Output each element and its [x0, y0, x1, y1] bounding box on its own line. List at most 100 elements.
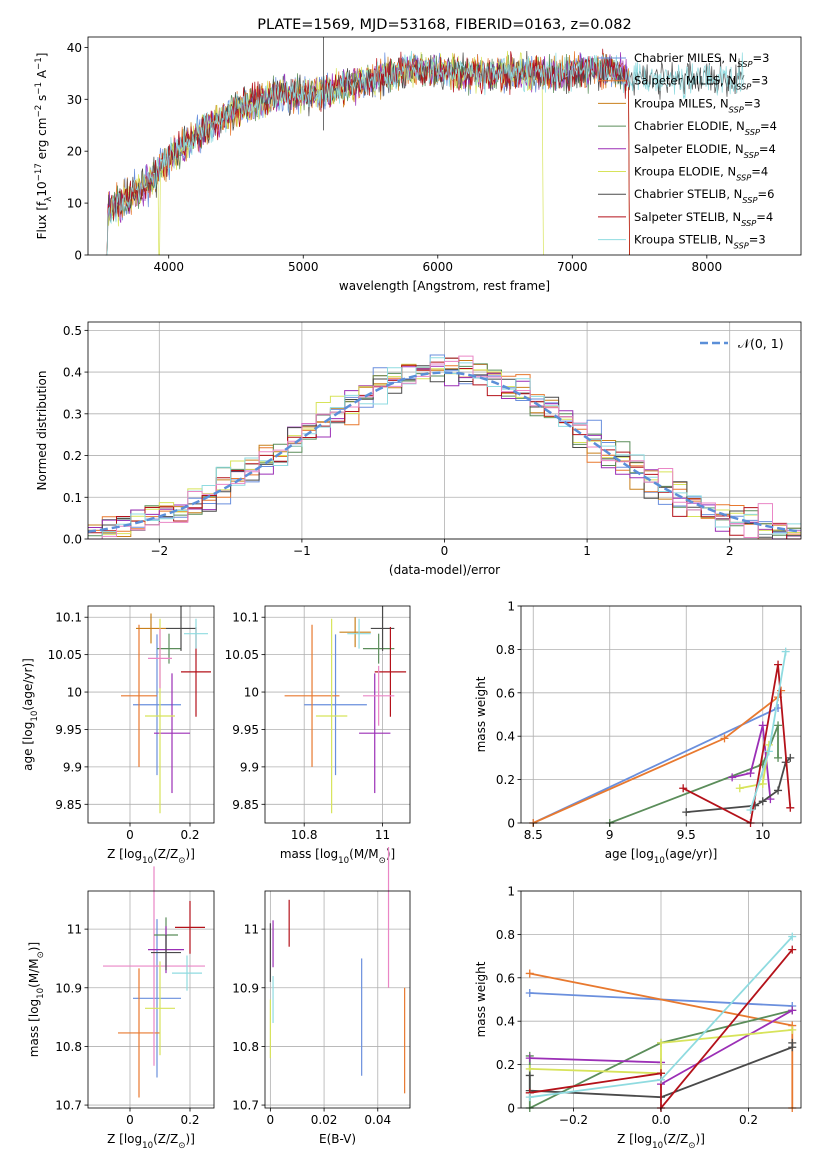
data-point	[788, 1025, 797, 1034]
label-part: 0.4	[63, 366, 82, 380]
error-bar	[133, 919, 181, 1078]
label-part: 0	[74, 249, 82, 263]
label-part: 9.95	[232, 723, 259, 737]
label-part: 0.6	[496, 686, 515, 700]
y-axis-label: Flux [fλ10−17 erg cm−2 s−1 A−1]	[34, 53, 54, 240]
label-part: Flux [f	[35, 201, 49, 239]
error-bar	[304, 634, 367, 776]
label-part: 0	[507, 817, 515, 831]
y-tick-label: 0	[74, 249, 82, 263]
label-part: 8000	[692, 260, 723, 274]
label-part: Z [log	[617, 1132, 652, 1146]
label-part: −1	[293, 544, 311, 558]
error-bar	[284, 624, 340, 767]
label-part: 9	[606, 828, 614, 842]
label-part: 10	[36, 988, 46, 999]
data-point	[525, 1054, 534, 1063]
legend-label: Salpeter MILES, NSSP=3	[634, 74, 768, 92]
label-part: E(B-V)	[319, 1132, 356, 1146]
data-point	[679, 784, 688, 793]
label-part: wavelength [Angstrom, rest frame]	[339, 279, 550, 293]
label-part: 11	[244, 923, 259, 937]
label-part: 0	[267, 1113, 275, 1127]
label-part: 11	[67, 923, 82, 937]
data-point	[525, 1071, 534, 1080]
label-part: 0.8	[496, 928, 515, 942]
label-part: 10	[35, 181, 49, 196]
label-part: =4	[760, 119, 777, 133]
label-part: )]	[27, 942, 41, 951]
error-bar	[157, 633, 181, 664]
label-part: 0.2	[496, 1058, 515, 1072]
x-tick-label: 0	[126, 828, 134, 842]
label-part: 10	[652, 1141, 663, 1151]
axes-frame	[87, 605, 215, 824]
axes-frame	[87, 890, 215, 1109]
label-part: 9.5	[677, 828, 696, 842]
x-tick-label: 6000	[423, 260, 454, 274]
label-part: 10.7	[232, 1099, 259, 1113]
label-part: 30	[67, 93, 82, 107]
label-part: 10	[755, 828, 770, 842]
data-point	[525, 1093, 534, 1102]
label-part: −1	[34, 82, 44, 95]
label-part: mass weight	[474, 676, 488, 752]
legend-label: Kroupa MILES, NSSP=3	[634, 96, 761, 114]
series-line	[686, 757, 791, 813]
x-tick-label: 0	[126, 1113, 134, 1127]
plot-area	[103, 866, 205, 1098]
label-part: 10.9	[232, 981, 259, 995]
label-part: 9.95	[55, 723, 82, 737]
y-tick-label: 9.95	[55, 723, 82, 737]
label-part: Z [log	[107, 847, 142, 861]
label-part: −17	[34, 163, 44, 181]
error-bar	[339, 617, 371, 648]
data-point	[657, 1038, 665, 1047]
label-part: 0	[441, 544, 449, 558]
data-point	[774, 753, 783, 762]
y-tick-label: 10.9	[55, 981, 82, 995]
label-part: 0.5	[63, 324, 82, 338]
label-part: 6000	[423, 260, 454, 274]
y-tick-label: 0.8	[496, 643, 515, 657]
data-point	[781, 647, 790, 656]
x-tick-label: 0.2	[739, 1113, 758, 1127]
legend-label: Chabrier MILES, NSSP=3	[634, 51, 769, 69]
label-part: 0.0	[651, 1113, 670, 1127]
error-bar	[347, 618, 371, 649]
error-bar	[315, 618, 348, 814]
y-tick-label: 0.2	[496, 1058, 515, 1072]
data-point	[788, 1038, 797, 1047]
label-part: Z [log	[107, 1132, 142, 1146]
x-tick-label: 2	[726, 544, 734, 558]
x-tick-label: 8.5	[524, 828, 543, 842]
label-part: 10	[142, 856, 153, 866]
label-part: PLATE=1569, MJD=53168, FIBERID=0163, z=0…	[257, 17, 631, 33]
legend-label: Chabrier STELIB, NSSP=6	[634, 187, 774, 205]
histogram-step	[88, 357, 801, 540]
label-part: −1	[34, 57, 44, 70]
label-part: ⊙	[36, 951, 46, 958]
label-part: erg cm	[35, 118, 49, 164]
label-part: 0.0	[63, 533, 82, 547]
y-tick-label: 9.9	[63, 760, 82, 774]
data-point	[525, 969, 534, 978]
y-tick-label: 9.85	[55, 798, 82, 812]
label-part: ⊙	[178, 856, 185, 866]
label-part: 10.05	[48, 648, 82, 662]
x-axis-label: mass [log10(M/M⊙)]	[280, 847, 395, 866]
series-line	[532, 707, 779, 824]
label-part: 10.1	[232, 611, 259, 625]
x-tick-label: 0	[441, 544, 449, 558]
label-part: 10.8	[55, 1040, 82, 1054]
error-bar	[362, 665, 395, 726]
y-tick-label: 0.6	[496, 971, 515, 985]
label-part: =3	[752, 51, 769, 65]
data-point	[746, 805, 755, 814]
label-part: =4	[759, 142, 776, 156]
label-part: SSP	[736, 173, 751, 183]
label-part: 10.9	[55, 981, 82, 995]
y-axis-label: mass [log10(M/M⊙)]	[27, 942, 46, 1057]
label-part: 𝒩(0, 1)	[738, 336, 784, 351]
x-tick-label: −0.2	[559, 1113, 588, 1127]
